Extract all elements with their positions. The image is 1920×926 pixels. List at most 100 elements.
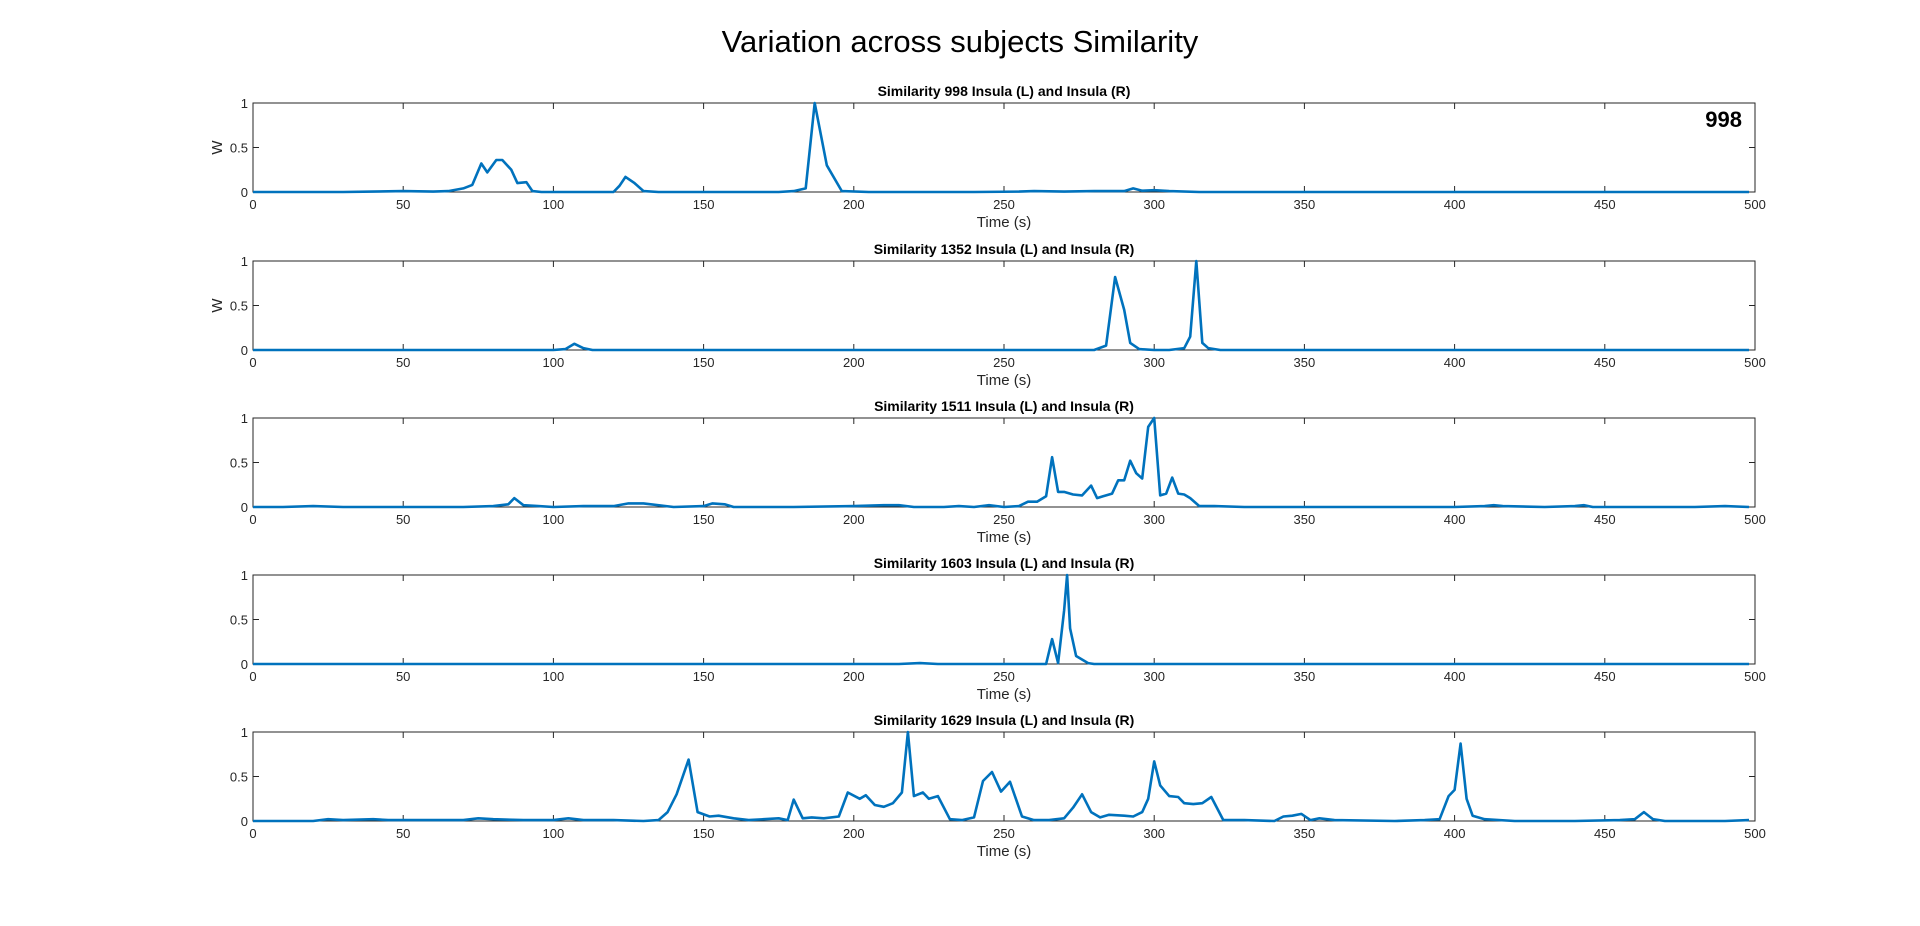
y-tick-label: 0 bbox=[241, 500, 248, 515]
x-tick-label: 300 bbox=[1143, 826, 1165, 841]
x-tick-label: 150 bbox=[693, 355, 715, 370]
y-tick-label: 0 bbox=[241, 343, 248, 358]
plot-area bbox=[252, 731, 1756, 822]
x-tick-label: 450 bbox=[1594, 826, 1616, 841]
subplot-title: Similarity 1352 Insula (L) and Insula (R… bbox=[874, 241, 1135, 257]
x-tick-label: 350 bbox=[1294, 826, 1316, 841]
subplot-5: Similarity 1629 Insula (L) and Insula (R… bbox=[230, 712, 1766, 860]
x-tick-label: 50 bbox=[396, 826, 410, 841]
x-tick-label: 400 bbox=[1444, 355, 1466, 370]
x-tick-label: 300 bbox=[1143, 669, 1165, 684]
x-tick-label: 100 bbox=[543, 197, 565, 212]
x-tick-label: 100 bbox=[543, 669, 565, 684]
x-tick-label: 450 bbox=[1594, 669, 1616, 684]
x-tick-label: 100 bbox=[543, 512, 565, 527]
x-tick-label: 250 bbox=[993, 197, 1015, 212]
x-tick-label: 450 bbox=[1594, 197, 1616, 212]
series-line bbox=[253, 730, 1750, 823]
x-tick-label: 150 bbox=[693, 669, 715, 684]
plot-area bbox=[252, 102, 1756, 193]
series-line bbox=[253, 416, 1750, 509]
y-tick-label: 0.5 bbox=[230, 613, 248, 628]
y-tick-label: 0 bbox=[241, 185, 248, 200]
x-tick-label: 300 bbox=[1143, 512, 1165, 527]
x-tick-label: 250 bbox=[993, 512, 1015, 527]
x-tick-label: 300 bbox=[1143, 197, 1165, 212]
plot-area bbox=[252, 574, 1756, 665]
x-tick-label: 500 bbox=[1744, 512, 1766, 527]
series-line bbox=[253, 259, 1749, 352]
x-tick-label: 200 bbox=[843, 826, 865, 841]
x-tick-label: 50 bbox=[396, 669, 410, 684]
x-tick-label: 250 bbox=[993, 355, 1015, 370]
x-tick-label: 150 bbox=[693, 826, 715, 841]
plot-area bbox=[252, 260, 1756, 351]
x-axis-label: Time (s) bbox=[977, 372, 1031, 389]
y-tick-label: 1 bbox=[241, 96, 248, 111]
subplot-4: Similarity 1603 Insula (L) and Insula (R… bbox=[230, 555, 1766, 703]
y-tick-label: 1 bbox=[241, 411, 248, 426]
x-tick-label: 400 bbox=[1444, 512, 1466, 527]
x-tick-label: 400 bbox=[1444, 826, 1466, 841]
x-tick-label: 0 bbox=[249, 512, 256, 527]
y-tick-label: 0.5 bbox=[230, 456, 248, 471]
x-tick-label: 100 bbox=[543, 355, 565, 370]
subplot-title: Similarity 998 Insula (L) and Insula (R) bbox=[878, 83, 1131, 99]
x-axis-label: Time (s) bbox=[977, 686, 1031, 703]
y-tick-label: 0.5 bbox=[230, 141, 248, 156]
x-tick-label: 500 bbox=[1744, 355, 1766, 370]
subplot-3: Similarity 1511 Insula (L) and Insula (R… bbox=[230, 398, 1766, 546]
plot-area bbox=[252, 417, 1756, 508]
figure-title: Variation across subjects Similarity bbox=[722, 24, 1199, 59]
subplots: Similarity 998 Insula (L) and Insula (R)… bbox=[209, 83, 1766, 860]
x-tick-label: 0 bbox=[249, 826, 256, 841]
x-tick-label: 0 bbox=[249, 197, 256, 212]
series-line bbox=[253, 573, 1749, 666]
subplot-title: Similarity 1629 Insula (L) and Insula (R… bbox=[874, 712, 1135, 728]
x-tick-label: 500 bbox=[1744, 197, 1766, 212]
y-axis-label: W bbox=[209, 140, 226, 155]
x-tick-label: 50 bbox=[396, 512, 410, 527]
subplot-1: Similarity 998 Insula (L) and Insula (R)… bbox=[209, 83, 1766, 231]
x-tick-label: 350 bbox=[1294, 197, 1316, 212]
x-tick-label: 50 bbox=[396, 355, 410, 370]
x-tick-label: 500 bbox=[1744, 826, 1766, 841]
x-tick-label: 500 bbox=[1744, 669, 1766, 684]
x-tick-label: 200 bbox=[843, 512, 865, 527]
x-tick-label: 450 bbox=[1594, 512, 1616, 527]
x-tick-label: 200 bbox=[843, 197, 865, 212]
y-tick-label: 0.5 bbox=[230, 770, 248, 785]
x-tick-label: 150 bbox=[693, 197, 715, 212]
x-tick-label: 250 bbox=[993, 826, 1015, 841]
x-tick-label: 50 bbox=[396, 197, 410, 212]
y-axis-label: W bbox=[209, 298, 226, 313]
x-tick-label: 400 bbox=[1444, 669, 1466, 684]
y-tick-label: 0 bbox=[241, 657, 248, 672]
subplot-title: Similarity 1603 Insula (L) and Insula (R… bbox=[874, 555, 1135, 571]
y-tick-label: 1 bbox=[241, 568, 248, 583]
x-axis-label: Time (s) bbox=[977, 529, 1031, 546]
x-tick-label: 100 bbox=[543, 826, 565, 841]
x-tick-label: 250 bbox=[993, 669, 1015, 684]
x-tick-label: 0 bbox=[249, 669, 256, 684]
y-tick-label: 0 bbox=[241, 814, 248, 829]
y-tick-label: 1 bbox=[241, 254, 248, 269]
subplot-title: Similarity 1511 Insula (L) and Insula (R… bbox=[874, 398, 1134, 414]
x-axis-label: Time (s) bbox=[977, 214, 1031, 231]
x-tick-label: 400 bbox=[1444, 197, 1466, 212]
x-tick-label: 350 bbox=[1294, 669, 1316, 684]
x-tick-label: 0 bbox=[249, 355, 256, 370]
subplot-2: Similarity 1352 Insula (L) and Insula (R… bbox=[209, 241, 1766, 389]
series-line bbox=[253, 101, 1749, 194]
y-tick-label: 0.5 bbox=[230, 299, 248, 314]
x-tick-label: 200 bbox=[843, 669, 865, 684]
y-tick-label: 1 bbox=[241, 725, 248, 740]
x-tick-label: 200 bbox=[843, 355, 865, 370]
x-tick-label: 150 bbox=[693, 512, 715, 527]
x-tick-label: 350 bbox=[1294, 355, 1316, 370]
x-tick-label: 450 bbox=[1594, 355, 1616, 370]
x-tick-label: 350 bbox=[1294, 512, 1316, 527]
panel-annotation: 998 bbox=[1705, 107, 1742, 132]
x-tick-label: 300 bbox=[1143, 355, 1165, 370]
